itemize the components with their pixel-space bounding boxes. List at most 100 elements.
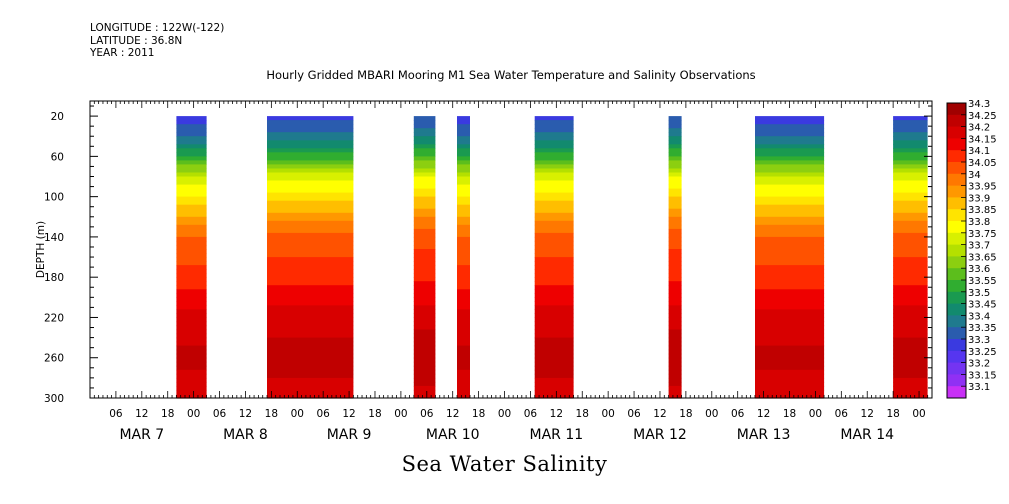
- x-tick-label: 18: [886, 408, 899, 420]
- x-tick-label: 12: [550, 408, 563, 420]
- contour-band: [534, 140, 574, 145]
- contour-band: [457, 116, 470, 121]
- contour-band: [668, 120, 682, 125]
- contour-band: [755, 204, 825, 210]
- y-tick-label: 100: [44, 192, 64, 204]
- contour-band: [755, 345, 825, 351]
- colorbar-label: 33.85: [968, 205, 997, 216]
- contour-band: [413, 273, 436, 278]
- contour-band: [755, 333, 825, 339]
- contour-band: [176, 353, 207, 359]
- metadata-block: LONGITUDE : 122W(-122) LATITUDE : 36.8N …: [90, 22, 224, 60]
- colorbar: 34.334.2534.234.1534.134.053433.9533.933…: [946, 99, 997, 399]
- contour-band: [755, 245, 825, 250]
- contour-band: [755, 240, 825, 246]
- contour-band: [534, 192, 574, 198]
- contour-band: [457, 337, 470, 343]
- colorbar-label: 33.1: [968, 382, 990, 393]
- contour-band: [534, 353, 574, 359]
- contour-band: [755, 152, 825, 157]
- contour-band: [267, 160, 354, 165]
- contour-band: [413, 261, 436, 266]
- y-tick-label: 220: [44, 312, 64, 324]
- contour-band: [176, 152, 207, 157]
- contour-band: [668, 313, 682, 318]
- contour-band: [893, 261, 928, 266]
- colorbar-swatch: [947, 114, 966, 128]
- contour-band: [893, 168, 928, 174]
- contour-band: [267, 180, 354, 186]
- contour-band: [755, 148, 825, 153]
- contour-band: [413, 269, 436, 274]
- contour-band: [534, 144, 574, 149]
- colorbar-label: 33.75: [968, 229, 997, 240]
- x-tick-label: 12: [342, 408, 355, 420]
- contour-band: [176, 265, 207, 270]
- contour-band: [755, 196, 825, 202]
- contour-band: [893, 373, 928, 379]
- contour-band: [457, 341, 470, 347]
- contour-band: [267, 136, 354, 141]
- contour-band: [668, 357, 682, 363]
- contour-band: [534, 329, 574, 335]
- contour-band: [457, 377, 470, 383]
- contour-band: [668, 136, 682, 141]
- contour-band: [893, 232, 928, 238]
- contour-band: [457, 216, 470, 222]
- contour-band: [413, 116, 436, 121]
- colorbar-swatch: [947, 173, 966, 187]
- x-tick-label: 00: [187, 408, 200, 420]
- colorbar-swatch: [947, 244, 966, 257]
- contour-band: [457, 168, 470, 174]
- contour-band: [267, 309, 354, 314]
- colorbar-swatch: [947, 103, 966, 116]
- contour-band: [413, 120, 436, 125]
- contour-band: [893, 277, 928, 282]
- contour-band: [755, 136, 825, 141]
- contour-band: [755, 220, 825, 226]
- contour-band: [176, 321, 207, 327]
- contour-band: [893, 156, 928, 161]
- contour-band: [457, 269, 470, 274]
- x-day-label: MAR 14: [840, 427, 894, 443]
- contour-band: [893, 357, 928, 363]
- contour-band: [457, 321, 470, 327]
- contour-band: [755, 377, 825, 383]
- x-tick-label: 18: [368, 408, 381, 420]
- contour-band: [267, 389, 354, 395]
- contour-band: [755, 373, 825, 379]
- contour-band: [668, 216, 682, 222]
- contour-band: [893, 361, 928, 367]
- contour-band: [267, 208, 354, 214]
- contour-band: [176, 144, 207, 149]
- contour-band: [457, 345, 470, 351]
- contour-band: [413, 253, 436, 258]
- contour-band: [893, 337, 928, 343]
- contour-band: [755, 301, 825, 306]
- contour-band: [267, 228, 354, 234]
- contour-band: [668, 289, 682, 294]
- contour-band: [668, 281, 682, 286]
- contour-band: [893, 385, 928, 391]
- contour-band: [668, 204, 682, 210]
- x-tick-label: 06: [213, 408, 227, 420]
- colorbar-swatch: [947, 362, 966, 375]
- contour-band: [668, 124, 682, 129]
- contour-band: [893, 349, 928, 355]
- x-day-label: MAR 12: [633, 427, 687, 443]
- x-day-label: MAR 11: [530, 427, 584, 443]
- colorbar-swatch: [947, 327, 966, 340]
- contour-band: [413, 321, 436, 327]
- contour-band: [755, 188, 825, 194]
- contour-band: [176, 289, 207, 294]
- x-tick-label: 00: [809, 408, 822, 420]
- contour-band: [176, 184, 207, 190]
- contour-band: [176, 176, 207, 182]
- contour-band: [457, 212, 470, 218]
- contour-band: [413, 249, 436, 254]
- contour-band: [457, 240, 470, 246]
- contour-band: [267, 204, 354, 210]
- contour-band: [534, 257, 574, 262]
- contour-band: [413, 132, 436, 137]
- contour-band: [413, 345, 436, 351]
